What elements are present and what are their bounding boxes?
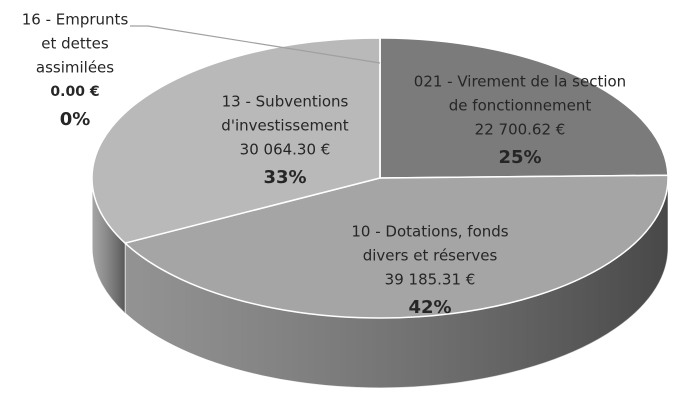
slice-label: 13 - Subventions: [222, 93, 349, 111]
leader-line: [130, 25, 381, 64]
slice-amount: 0.00 €: [50, 84, 99, 100]
slice-side-shade: [125, 178, 668, 388]
slice: [379, 37, 669, 179]
slice-label: et dettes: [41, 35, 109, 53]
pie: [91, 37, 669, 389]
slice-percent: 0%: [60, 109, 91, 130]
slice-label: d'investissement: [221, 117, 348, 135]
slice-label: 021 - Virement de la section: [414, 73, 626, 91]
slice-amount: 30 064.30 €: [240, 141, 331, 159]
slice-label: 16 - Emprunts: [22, 11, 129, 29]
slice: [123, 174, 669, 319]
slice-percent: 42%: [408, 297, 451, 318]
slice-amount: 39 185.31 €: [385, 271, 476, 289]
labels: 021 - Virement de la section de fonctionn…: [22, 11, 626, 319]
slice-percent: 25%: [498, 147, 541, 168]
slice-label: divers et réserves: [363, 247, 498, 265]
slice: [91, 37, 381, 244]
slice-label: assimilées: [36, 59, 114, 77]
slice-amount: 22 700.62 €: [475, 121, 566, 139]
slice-label: 10 - Dotations, fonds: [351, 223, 508, 241]
slice-percent: 33%: [263, 167, 306, 188]
slice-label: de fonctionnement: [449, 97, 592, 115]
